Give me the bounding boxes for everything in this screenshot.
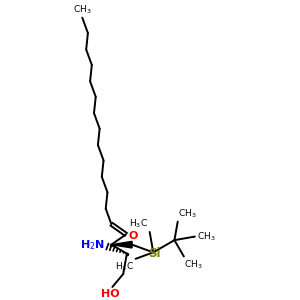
- Text: O: O: [128, 231, 138, 241]
- Text: H$_3$C: H$_3$C: [129, 218, 148, 230]
- Polygon shape: [111, 242, 132, 248]
- Text: Si: Si: [148, 247, 161, 260]
- Text: CH$_3$: CH$_3$: [178, 207, 196, 220]
- Text: CH$_3$: CH$_3$: [197, 230, 215, 243]
- Text: HO: HO: [101, 289, 120, 299]
- Text: CH$_3$: CH$_3$: [184, 258, 203, 271]
- Text: H$_3$C: H$_3$C: [115, 261, 134, 273]
- Text: CH$_3$: CH$_3$: [73, 3, 92, 16]
- Text: H$_2$N: H$_2$N: [80, 239, 105, 253]
